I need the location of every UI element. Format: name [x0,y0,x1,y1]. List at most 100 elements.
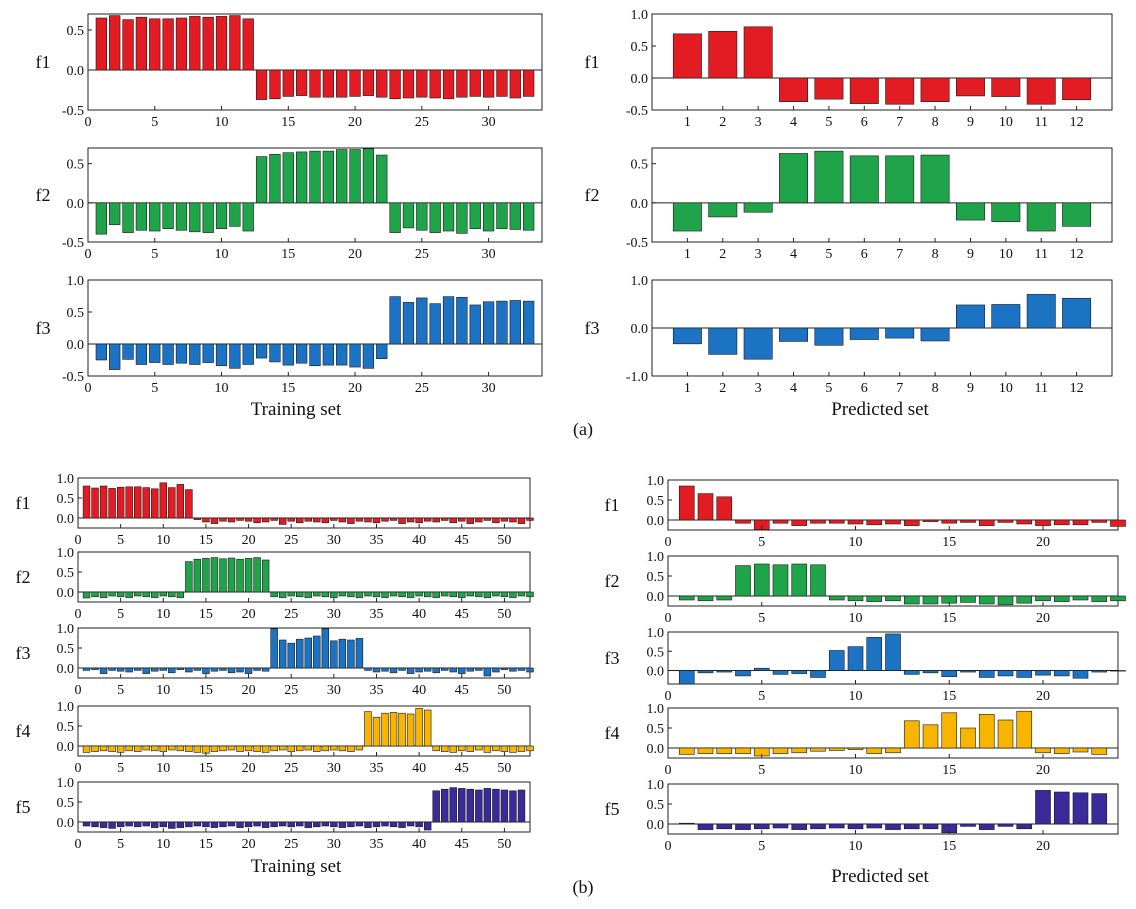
bar-b-pred-f1-21 [1053,519,1070,526]
bar-b-train-f2-33 [355,591,364,598]
bar-b-train-f5-28 [313,821,321,828]
xtick-label: 5 [151,115,158,130]
xtick-label: 25 [284,607,298,622]
bar-a-train-f3-12 [242,343,254,365]
bar-b-train-f2-38 [398,591,406,598]
feature-label-a-pred-f3: f3 [585,318,600,338]
xtick-label: 25 [284,533,298,548]
xtick-label: 30 [327,683,341,698]
ytick-label: 0.5 [57,796,75,811]
panel-b-pred-f2: 0.0 0.5 1.0 0 5 10 15 20 f2 [605,550,1126,626]
bar-b-pred-f1-14 [922,519,939,522]
panel-a-train-f3: -0.5 0.0 0.5 1.0 0 5 10 15 20 25 30 f3 [36,274,543,396]
bar-b-train-f2-40 [415,591,423,597]
bar-b-train-f2-41 [423,591,432,598]
bar-b-train-f1-47 [475,517,483,523]
xtick-label: 5 [825,247,832,262]
ytick-label: 0.5 [67,24,85,39]
panel-b-train-f2: 0.0 0.5 1.0 0 5 10 15 20 25 30 35 40 45 50 f2 [16,546,534,622]
bar-b-train-f3-4 [108,667,116,671]
bar-b-train-f5-26 [296,821,304,827]
bar-a-train-f2-4 [135,202,148,231]
bar-a-train-f3-7 [175,343,188,364]
bar-a-train-f3-3 [122,343,134,360]
bar-b-train-f4-29 [321,745,330,752]
bar-b-train-f4-28 [313,745,321,752]
bar-a-train-f1-33 [523,69,535,97]
bar-a-train-f1-16 [296,69,308,96]
bar-a-train-f3-21 [362,343,375,369]
xtick-label: 15 [942,611,956,626]
bar-b-pred-f5-19 [1016,823,1033,830]
bar-a-train-f3-9 [202,343,214,363]
plot-frame [87,13,543,111]
ytick-label: 0.0 [57,662,75,677]
bar-b-train-f2-35 [372,591,381,598]
bar-b-train-f3-14 [193,667,202,671]
ytick-label: 0.5 [57,492,75,507]
xtick-label: 10 [999,247,1013,262]
bar-b-pred-f4-4 [735,747,751,754]
ytick-label: 0.5 [631,40,649,55]
bar-a-train-f1-23 [389,69,401,100]
bar-b-train-f3-29 [321,628,330,669]
bar-b-pred-f5-23 [1091,793,1108,825]
bar-b-train-f5-45 [458,788,466,823]
xtick-label: 35 [369,683,383,698]
bar-b-train-f4-34 [364,711,372,747]
ytick-label: 1.0 [67,274,85,289]
xtick-label: 4 [790,115,797,130]
xtick-label: 20 [348,381,362,396]
panel-b-pred-f1: 0.0 0.5 1.0 0 5 10 15 20 f1 [605,474,1126,550]
xtick-label: 6 [861,381,868,396]
bar-b-train-f3-17 [219,667,227,671]
bar-b-pred-f1-24 [1110,519,1126,527]
xtick-label: 15 [199,607,213,622]
bar-b-train-f3-36 [381,667,389,672]
bar-b-train-f3-27 [304,637,312,669]
bar-b-pred-f2-9 [828,595,845,601]
bar-a-train-f3-6 [162,343,174,365]
bar-b-train-f2-37 [389,591,398,597]
bar-b-train-f3-19 [236,667,244,673]
bar-b-pred-f2-21 [1053,595,1070,602]
bar-b-train-f5-37 [389,821,398,828]
xtick-label: 10 [849,535,863,550]
panel-a-train-f1: -0.5 0.0 0.5 0 5 10 15 20 25 30 f1 [36,13,543,130]
bar-a-train-f3-5 [149,343,161,363]
bar-b-train-f2-11 [168,591,176,598]
bar-b-pred-f2-23 [1091,595,1108,602]
bar-b-train-f2-44 [449,591,457,598]
bar-b-pred-f5-7 [791,823,808,830]
bar-b-pred-f4-8 [810,747,826,752]
xtick-label: 15 [281,247,295,262]
ytick-label: 1.0 [57,776,75,791]
bar-b-train-f5-7 [133,821,142,828]
ytick-label: 0.5 [647,722,665,737]
bar-b-train-f2-4 [108,591,116,597]
xtick-label: 20 [348,247,362,262]
xtick-label: 50 [497,683,511,698]
bar-b-train-f5-4 [108,821,116,829]
xtick-label: 10 [849,689,863,704]
plot-frame [77,477,531,529]
bar-b-train-f1-6 [125,486,133,519]
bar-a-train-f2-24 [402,202,415,229]
xtick-label: 1 [684,115,691,130]
bar-b-train-f2-12 [176,591,185,598]
plot-frame [77,627,531,679]
bar-b-train-f5-9 [151,821,159,828]
ytick-label: 0.0 [67,197,85,212]
bar-a-train-f1-11 [229,15,241,71]
bar-b-train-f2-49 [492,591,500,597]
bar-a-pred-f1-8 [920,77,950,102]
bar-a-pred-f1-4 [779,77,808,102]
bar-b-train-f3-8 [142,667,150,674]
bar-b-train-f3-25 [287,642,295,669]
ytick-label: 0.0 [631,72,649,87]
bar-a-train-f2-33 [523,202,535,231]
bar-a-train-f3-10 [215,343,228,367]
bar-b-pred-f2-16 [960,595,976,603]
bar-a-pred-f2-4 [779,153,808,204]
